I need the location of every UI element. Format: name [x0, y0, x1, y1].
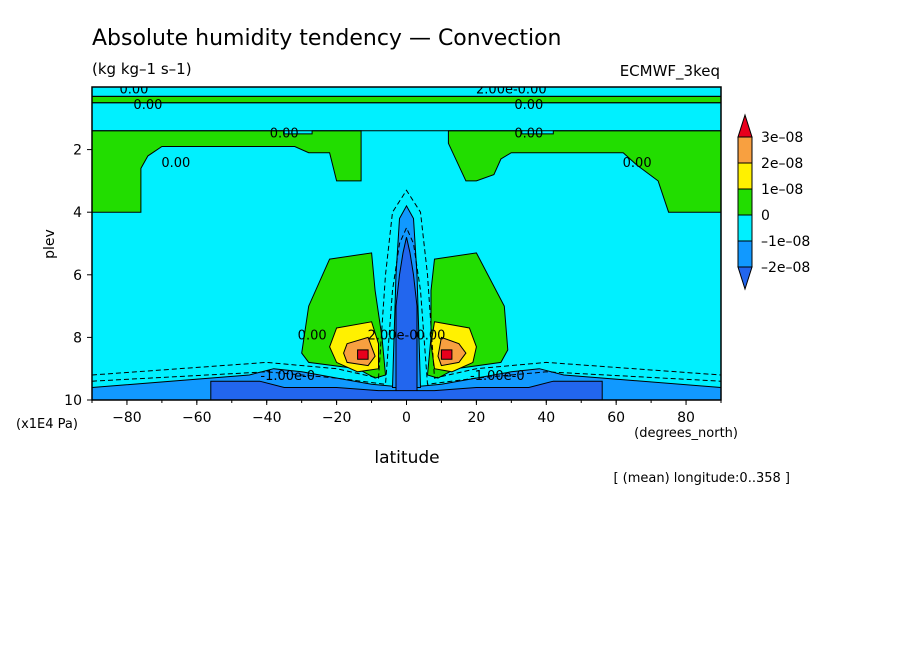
contour-label: 0.00 [270, 126, 299, 141]
contour-label: 0.00 [623, 156, 652, 171]
region-red-left [357, 349, 369, 360]
y-tick-label: 10 [64, 393, 82, 409]
x-tick-label: −60 [182, 410, 212, 426]
contour-label: 0.00 [514, 126, 543, 141]
chart-units: (kg kg–1 s–1) [92, 60, 192, 78]
region-upper-green-band [92, 95, 721, 104]
contour-label: -1.00e-0 [470, 369, 525, 384]
chart-title: Absolute humidity tendency — Convection [92, 26, 562, 51]
x-tick-label: −80 [112, 410, 142, 426]
contour-label: 2.00e-0 [368, 328, 418, 343]
contour-dashed-outer [92, 189, 721, 379]
colorbar-label: 3e–08 [761, 130, 803, 146]
y-tick-label: 4 [73, 205, 82, 221]
x-tick-label: 0 [402, 410, 411, 426]
colorbar-swatch [737, 240, 753, 268]
colorbar-swatch [737, 188, 753, 216]
colorbar: 3e–08 2e–08 1e–08 0 –1e–08 –2e–08 [737, 113, 810, 291]
x-tick-label: 20 [467, 410, 485, 426]
contour-label: 0.00 [514, 98, 543, 113]
x-tick-label: −40 [252, 410, 282, 426]
colorbar-label: 2e–08 [761, 156, 803, 172]
footnote: [ (mean) longitude:0..358 ] [613, 471, 790, 486]
x-tick-label: −20 [322, 410, 352, 426]
colorbar-swatch [737, 214, 753, 242]
contour-label: 0.00 [298, 328, 327, 343]
contour-label: 2.00e-0.00 [476, 83, 547, 98]
contour-label: 0.00 [416, 328, 445, 343]
region-green-left-upper [92, 130, 362, 213]
colorbar-bottom-arrow [737, 266, 753, 291]
colorbar-label: –1e–08 [761, 234, 810, 250]
contour-label: 0.00 [133, 98, 162, 113]
x-tick-label: 80 [677, 410, 695, 426]
colorbar-swatch [737, 136, 753, 164]
colorbar-label: –2e–08 [761, 260, 810, 276]
region-deep-blue-base [210, 380, 603, 400]
dataset-label: ECMWF_3keq [620, 62, 720, 81]
region-green-right-upper [447, 130, 721, 213]
x-axis-label: latitude [374, 448, 439, 468]
y-axis-units: (x1E4 Pa) [16, 417, 78, 432]
colorbar-label: 1e–08 [761, 182, 803, 198]
colorbar-swatch [737, 162, 753, 190]
contour-label: -1.00e-0 [260, 369, 315, 384]
plot-area: 0.000.000.000.002.00e-0.000.000.000.000.… [92, 83, 721, 400]
x-axis-units: (degrees_north) [634, 426, 738, 441]
y-tick-label: 6 [73, 268, 82, 284]
y-tick-label: 8 [73, 330, 82, 346]
contour-label: 0.00 [119, 83, 148, 98]
region-red-right [440, 349, 453, 360]
y-tick-label: 2 [73, 143, 82, 159]
region-deep-blue-central-column [395, 237, 418, 395]
contour-label: 0.00 [161, 156, 190, 171]
y-axis-label: plev [42, 229, 58, 259]
colorbar-label: 0 [761, 208, 770, 224]
x-tick-label: 60 [607, 410, 625, 426]
x-tick-label: 40 [537, 410, 555, 426]
